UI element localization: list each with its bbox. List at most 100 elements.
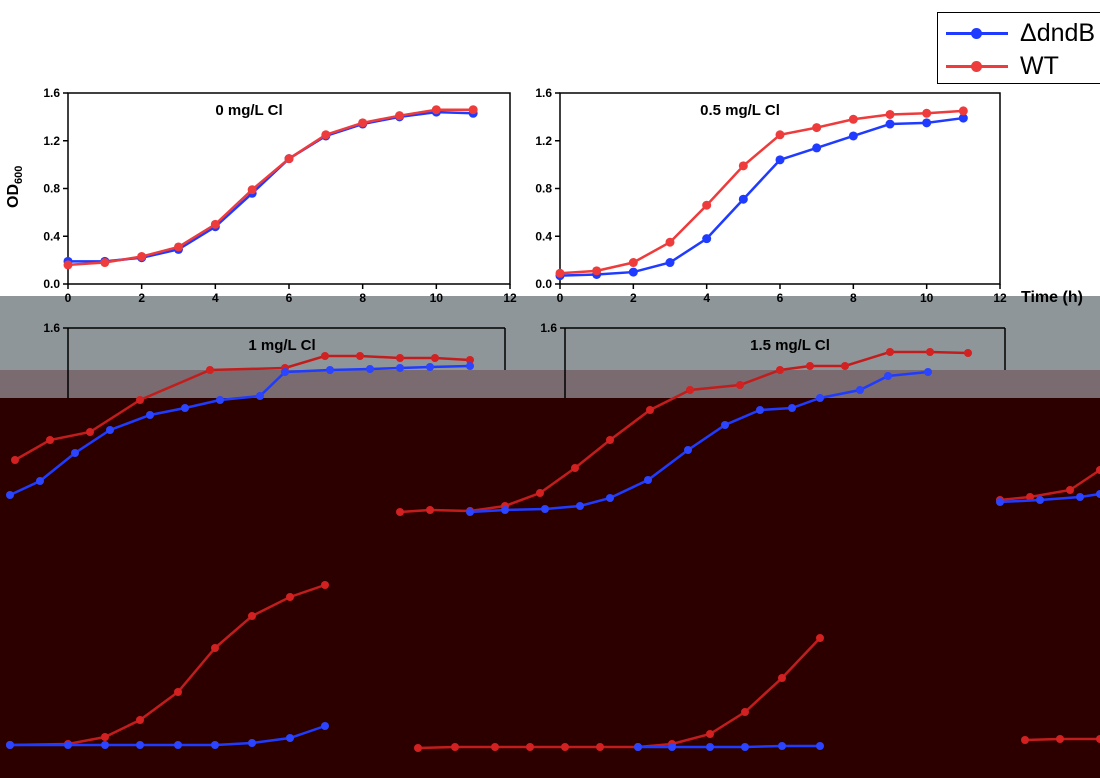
x-tick-label-0-5: 10 <box>430 291 444 305</box>
panel-title-0: 0 mg/L Cl <box>215 102 282 119</box>
overlay-blue-point-1-2 <box>541 505 549 513</box>
data-point-0-1-8 <box>358 118 368 128</box>
overlay-red-point-1-5 <box>571 464 579 472</box>
data-point-0-1-6 <box>284 154 294 164</box>
y-tick-label-1-1: 0.4 <box>535 229 552 243</box>
data-point-0-1-2 <box>137 252 147 262</box>
overlay-blue-point-0-5 <box>181 404 189 412</box>
overlay-red-point-1-15 <box>964 349 972 357</box>
series-line-1-1 <box>559 109 964 275</box>
x-tick-label-0-1: 2 <box>138 291 145 305</box>
overlay-blue-point-1-0 <box>466 508 474 516</box>
x-tick-label-1-0: 0 <box>557 291 564 305</box>
overlay-blue-point-4-4 <box>778 742 786 750</box>
overlay-blue-point-3-5 <box>211 741 219 749</box>
y-tick-label-1-3: 1.2 <box>535 134 552 148</box>
overlay-red-point-3-2 <box>101 733 109 741</box>
y-axis-label: OD600 <box>5 165 26 208</box>
overlay-red-point-1-14 <box>926 348 934 356</box>
overlay-blue-point-1-3 <box>576 502 584 510</box>
data-point-1-0-11 <box>958 113 968 123</box>
data-point-1-0-5 <box>738 194 748 204</box>
overlay-red-point-2-2 <box>1066 486 1074 494</box>
panel-title-1: 0.5 mg/L Cl <box>700 102 780 119</box>
overlay-red-trace-3 <box>9 583 326 747</box>
panel-title-2: 1 mg/L Cl <box>248 337 315 354</box>
y-tick-label-1-2: 0.8 <box>535 182 552 196</box>
overlay-red-point-1-12 <box>841 362 849 370</box>
overlay-red-point-4-11 <box>816 634 824 642</box>
data-point-1-1-5 <box>738 161 748 171</box>
y-tick-label-1-4: 1.6 <box>535 86 552 100</box>
overlay-blue-point-1-4 <box>606 494 614 502</box>
y-tick-label-0-0: 0.0 <box>43 277 60 291</box>
y-tick-label-0-3: 1.2 <box>43 134 60 148</box>
data-point-1-0-9 <box>885 119 895 129</box>
overlay-blue-trace-1 <box>469 370 929 514</box>
y-tick-label-0-4: 1.6 <box>43 86 60 100</box>
overlay-blue-point-1-11 <box>856 386 864 394</box>
overlay-blue-point-0-0 <box>6 491 14 499</box>
overlay-blue-point-0-2 <box>71 449 79 457</box>
data-point-0-1-7 <box>321 130 331 140</box>
overlay-blue-point-4-5 <box>816 742 824 750</box>
data-point-1-0-2 <box>628 267 638 277</box>
x-tick-label-1-4: 8 <box>850 291 857 305</box>
overlay-red-point-4-4 <box>561 743 569 751</box>
overlay-red-point-0-6 <box>321 352 329 360</box>
data-point-1-0-7 <box>812 143 822 153</box>
overlay-blue-point-0-11 <box>396 364 404 372</box>
panel-title-3: 1.5 mg/L Cl <box>750 337 830 354</box>
legend-item-dndb: ΔdndB <box>938 18 1100 48</box>
overlay-red-point-0-10 <box>466 356 474 364</box>
overlay-blue-point-3-3 <box>136 741 144 749</box>
overlay-red-point-3-6 <box>248 612 256 620</box>
overlay-red-point-3-5 <box>211 644 219 652</box>
overlay-red-point-0-4 <box>206 366 214 374</box>
data-point-1-1-9 <box>885 109 895 119</box>
overlay-red-point-4-8 <box>706 730 714 738</box>
overlay-blue-point-1-1 <box>501 506 509 514</box>
overlay-red-point-0-2 <box>86 428 94 436</box>
x-tick-label-0-3: 6 <box>286 291 293 305</box>
overlay-blue-point-0-12 <box>426 363 434 371</box>
y-tick-label-0-2: 0.8 <box>43 182 60 196</box>
overlay-red-point-0-1 <box>46 436 54 444</box>
overlay-red-point-4-0 <box>414 744 422 752</box>
overlay-red-point-0-9 <box>431 354 439 362</box>
data-point-1-1-8 <box>848 114 858 124</box>
overlay-red-trace-2 <box>999 468 1100 502</box>
overlay-blue-point-0-10 <box>366 365 374 373</box>
overlay-red-point-0-8 <box>396 354 404 362</box>
overlay-blue-point-3-4 <box>174 741 182 749</box>
overlay-red-point-1-9 <box>736 381 744 389</box>
overlay-blue-point-1-13 <box>924 368 932 376</box>
overlay-red-point-1-6 <box>606 436 614 444</box>
overlay-blue-point-0-1 <box>36 477 44 485</box>
overlay-red-point-3-7 <box>286 593 294 601</box>
overlay-red-point-4-10 <box>778 674 786 682</box>
x-tick-label-1-1: 2 <box>630 291 637 305</box>
overlay-red-point-1-1 <box>426 506 434 514</box>
overlay-blue-point-4-0 <box>634 743 642 751</box>
overlay-red-point-1-10 <box>776 366 784 374</box>
data-point-0-1-3 <box>174 242 183 252</box>
overlay-red-point-2-1 <box>1026 493 1034 501</box>
legend-label-dndb: ΔdndB <box>1020 19 1096 47</box>
overlay-blue-trace-3 <box>10 724 326 747</box>
x-tick-label-1-6: 12 <box>993 291 1007 305</box>
x-tick-label-1-3: 6 <box>777 291 784 305</box>
x-tick-label-0-6: 12 <box>503 291 517 305</box>
x-tick-label-1-2: 4 <box>703 291 710 305</box>
data-point-1-1-3 <box>665 237 675 247</box>
overlay-blue-point-0-9 <box>326 366 334 374</box>
data-point-0-1-10 <box>431 105 441 115</box>
series-line-0-1 <box>67 108 474 267</box>
overlay-red-point-1-11 <box>806 362 814 370</box>
overlay-red-point-4-9 <box>741 708 749 716</box>
overlay-red-point-0-0 <box>11 456 19 464</box>
overlay-blue-point-3-7 <box>286 734 294 742</box>
overlay-red-point-5-2 <box>1096 735 1100 743</box>
data-point-0-1-11 <box>468 105 478 115</box>
gray-overlay-band <box>0 296 1100 370</box>
